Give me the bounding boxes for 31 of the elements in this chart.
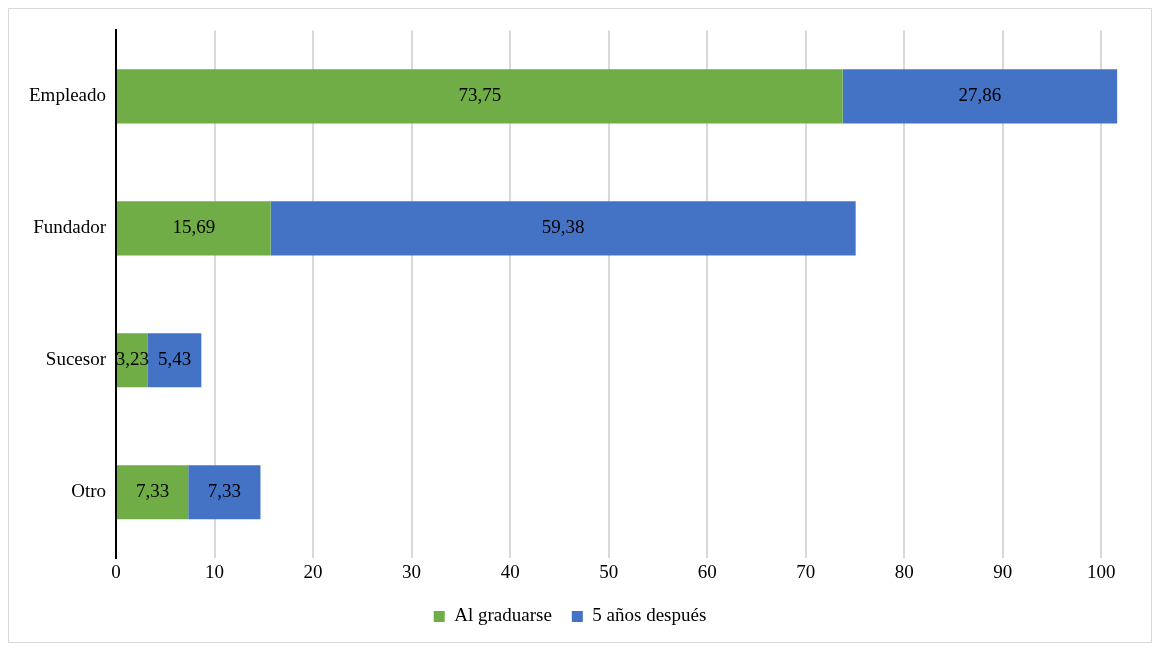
data-label: 73,75 — [458, 84, 502, 106]
data-label: 7,33 — [136, 480, 170, 502]
data-label: 15,69 — [172, 216, 216, 238]
x-tick-label: 20 — [303, 560, 323, 582]
bar — [842, 69, 1118, 124]
y-tick-label: Sucesor — [45, 348, 107, 370]
bar — [117, 69, 843, 124]
x-tick-label: 30 — [402, 560, 422, 582]
y-tick-label: Otro — [71, 480, 107, 502]
bar — [270, 201, 856, 256]
data-label: 5,43 — [157, 348, 192, 370]
data-label: 27,86 — [958, 84, 1002, 106]
x-tick-label: 50 — [599, 560, 619, 582]
legend-label: Al graduarse — [454, 604, 552, 626]
x-tick-label: 70 — [796, 560, 816, 582]
x-tick-label: 60 — [697, 560, 717, 582]
x-tick-label: 100 — [1087, 560, 1116, 582]
bar — [188, 465, 261, 520]
data-label: 59,38 — [541, 216, 585, 238]
bar — [117, 201, 271, 256]
x-tick-label: 80 — [894, 560, 914, 582]
x-tick-label: 0 — [111, 560, 121, 582]
x-tick-label: 10 — [205, 560, 225, 582]
x-tick-label: 40 — [500, 560, 520, 582]
y-tick-label: Empleado — [29, 84, 107, 106]
data-label: 7,33 — [207, 480, 241, 502]
x-tick-label: 90 — [993, 560, 1013, 582]
bar — [117, 465, 189, 520]
bar — [147, 333, 202, 388]
legend-label: 5 años después — [592, 604, 707, 626]
y-tick-label: Fundador — [33, 216, 107, 238]
